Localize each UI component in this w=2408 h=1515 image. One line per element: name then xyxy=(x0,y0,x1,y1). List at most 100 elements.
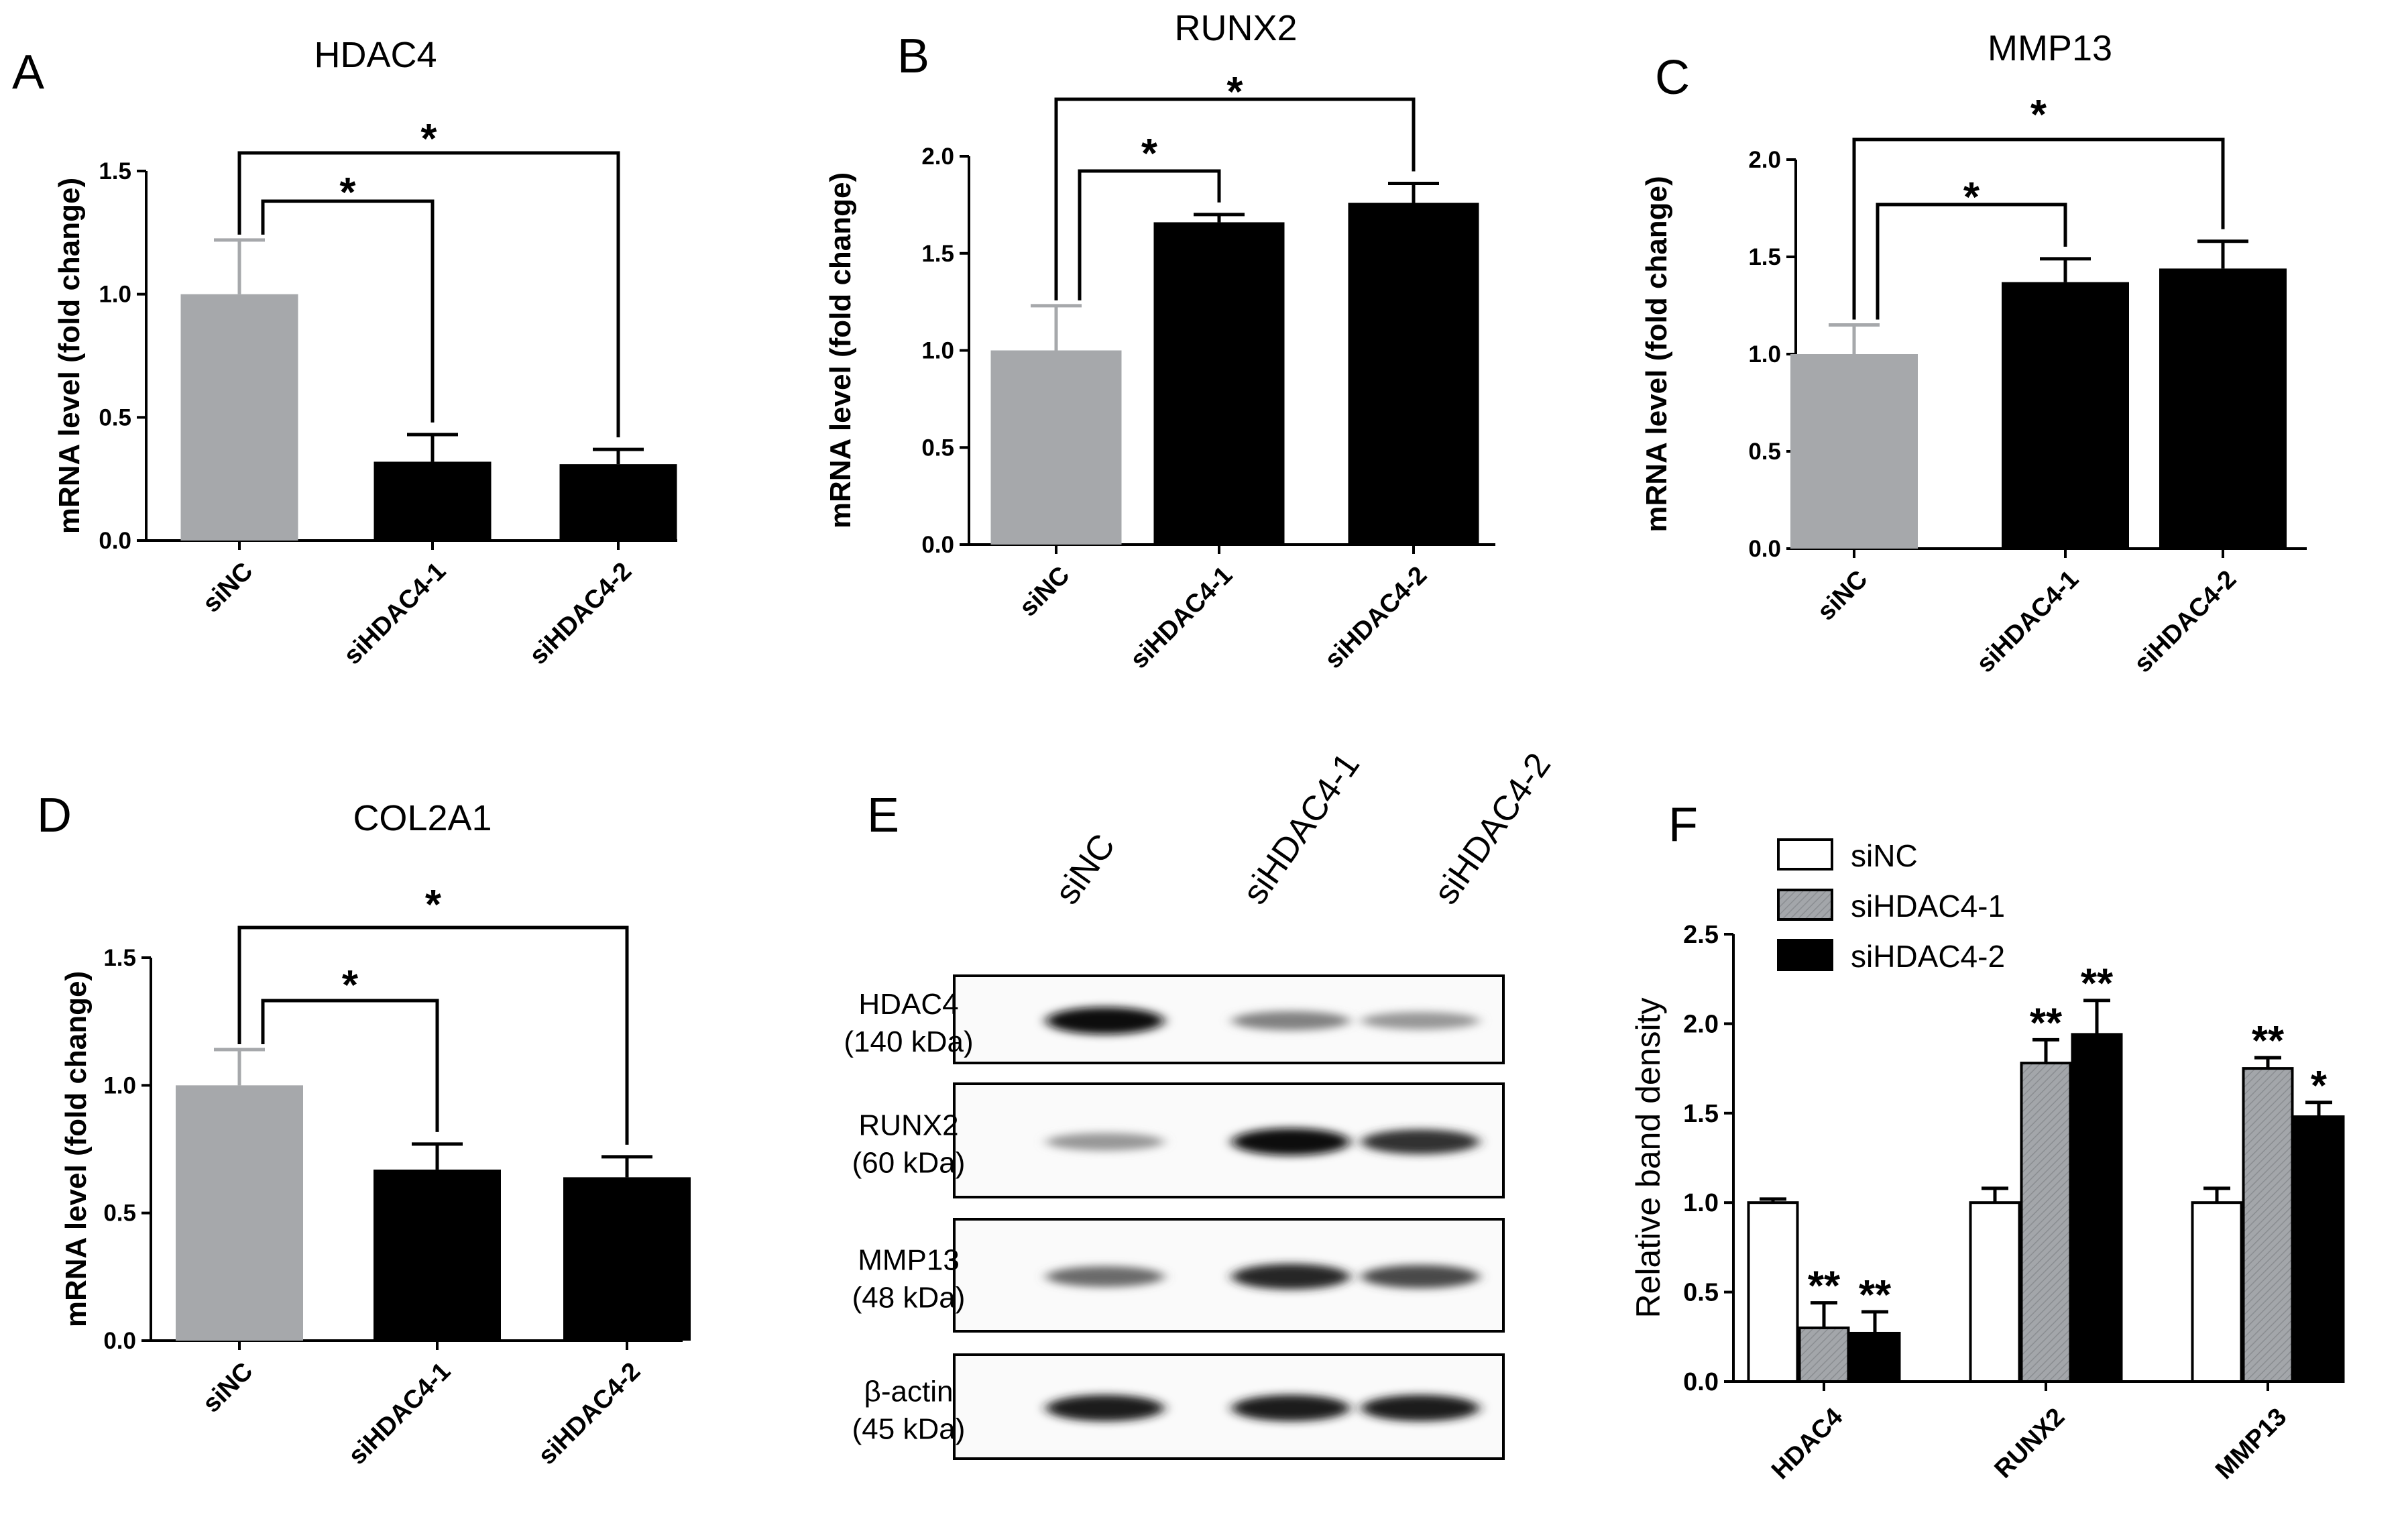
y-tick-label: 0.5 xyxy=(99,404,131,431)
y-axis-label: mRNA level (fold change) xyxy=(824,172,857,528)
significance-bracket xyxy=(237,151,620,438)
significance-label: ** xyxy=(2081,961,2114,1007)
bar xyxy=(1747,1201,1799,1383)
bar xyxy=(1798,1326,1850,1383)
bar xyxy=(180,294,298,541)
lane-label: siHDAC4-2 xyxy=(1426,746,1558,911)
y-tick-label: 0.0 xyxy=(99,528,131,554)
x-tick-label: siHDAC4-2 xyxy=(1320,561,1433,675)
blot-band xyxy=(1361,1011,1479,1030)
x-tick-label: RUNX2 xyxy=(1990,1403,2071,1484)
y-tick-label: 2.0 xyxy=(1683,1010,1719,1038)
significance-label: ** xyxy=(2030,1000,2063,1046)
y-tick-label: 1.0 xyxy=(103,1072,136,1099)
significance-bracket xyxy=(237,925,629,1145)
chart-c: C MMP13 mRNA level (fold change) 0.0 0.5 1.0… xyxy=(1640,28,2307,678)
chart-b: B RUNX2 mRNA level (fold change) 0.0 0.5 1.0… xyxy=(824,8,1495,674)
bar xyxy=(2002,282,2129,549)
y-tick-label: 0.5 xyxy=(103,1200,136,1227)
significance-bracket xyxy=(1876,203,2067,320)
panel-label-e: E xyxy=(867,789,899,842)
significance-star: * xyxy=(342,962,359,1009)
protein-name: RUNX2 xyxy=(858,1109,958,1142)
y-tick-label: 0.0 xyxy=(1683,1368,1719,1396)
bar xyxy=(1153,222,1285,545)
x-tick-label: siNC xyxy=(1812,565,1873,626)
significance-label: ** xyxy=(1859,1272,1892,1318)
bar xyxy=(2191,1201,2243,1383)
x-tick-label: siHDAC4-2 xyxy=(524,557,638,671)
y-tick-label: 2.0 xyxy=(1748,147,1781,173)
significance-star: * xyxy=(1963,174,1980,221)
blot-band xyxy=(1232,1128,1350,1156)
significance-star: * xyxy=(425,882,442,928)
panel-label-f: F xyxy=(1668,798,1698,852)
x-tick-label: siNC xyxy=(1014,561,1075,622)
y-tick-label: 0.5 xyxy=(1683,1279,1719,1307)
panel-label-b: B xyxy=(897,30,929,83)
protein-name: MMP13 xyxy=(858,1244,960,1277)
significance-label: ** xyxy=(2252,1018,2285,1064)
y-tick-label: 1.0 xyxy=(1748,341,1781,368)
panel-label-c: C xyxy=(1655,51,1690,105)
x-tick-label: MMP13 xyxy=(2210,1403,2292,1485)
bar xyxy=(1849,1331,1901,1383)
x-tick-label: siHDAC4-1 xyxy=(339,557,452,671)
bar xyxy=(1790,354,1918,549)
blot-band xyxy=(1361,1265,1479,1288)
y-tick-label: 1.5 xyxy=(1748,244,1781,270)
legend-swatch xyxy=(1777,838,1833,871)
blot-band xyxy=(1361,1129,1479,1155)
chart-a: A HDAC4 mRNA level (fold change) 0.0 0.5 1.0… xyxy=(12,35,677,670)
y-tick-label: 0.5 xyxy=(1748,439,1781,465)
x-tick-label: siHDAC4-2 xyxy=(533,1357,646,1471)
bar xyxy=(2293,1115,2345,1383)
y-tick-label: 1.0 xyxy=(1683,1189,1719,1217)
bar xyxy=(2242,1067,2294,1383)
protein-size: (140 kDa) xyxy=(844,1025,973,1058)
legend-label: siHDAC4-1 xyxy=(1851,889,2005,923)
x-tick-label: HDAC4 xyxy=(1766,1403,1848,1485)
x-tick-label: siNC xyxy=(197,1357,258,1418)
x-tick-label: siNC xyxy=(197,557,258,618)
bar xyxy=(374,461,492,541)
y-axis-label: Relative band density xyxy=(1629,997,1667,1318)
significance-bracket xyxy=(261,999,439,1132)
blot-band xyxy=(1361,1394,1479,1422)
blot-band xyxy=(1232,1264,1350,1290)
bar xyxy=(559,464,677,541)
blot-band xyxy=(1046,1007,1164,1035)
lane-label: siHDAC4-1 xyxy=(1235,746,1367,911)
y-tick-label: 1.0 xyxy=(99,282,131,308)
x-tick-label: siHDAC4-1 xyxy=(1971,565,2085,679)
chart-d: D COL2A1 mRNA level (fold change) 0.0 0.5 1.… xyxy=(37,789,691,1470)
y-tick-label: 1.5 xyxy=(99,158,131,184)
protein-size: (48 kDa) xyxy=(852,1282,966,1314)
significance-star: * xyxy=(1141,131,1158,177)
significance-label: ** xyxy=(1808,1264,1841,1310)
y-tick-label: 1.0 xyxy=(921,338,954,364)
y-tick-label: 2.0 xyxy=(921,144,954,170)
blot-band xyxy=(1232,1394,1350,1422)
blot-band xyxy=(1046,1394,1164,1422)
y-tick-label: 1.5 xyxy=(1683,1100,1719,1128)
chart-title: MMP13 xyxy=(1988,28,2112,68)
legend-swatch xyxy=(1777,889,1833,921)
y-tick-label: 1.5 xyxy=(921,241,954,267)
significance-star: * xyxy=(420,116,437,162)
y-tick-label: 1.5 xyxy=(103,945,136,971)
chart-title: RUNX2 xyxy=(1174,8,1297,48)
x-tick-label: siHDAC4-1 xyxy=(1125,561,1239,675)
y-tick-label: 0.0 xyxy=(103,1328,136,1354)
bar xyxy=(2071,1033,2123,1383)
panel-label-a: A xyxy=(12,46,44,99)
protein-name: HDAC4 xyxy=(858,988,958,1021)
bar xyxy=(2020,1062,2072,1383)
y-tick-label: 2.5 xyxy=(1683,921,1719,949)
significance-bracket xyxy=(1852,137,2225,320)
western-blot: E siNC siHDAC4-1 siHDAC4-2 HDAC4 (140 kDa) RU… xyxy=(844,746,1558,1460)
significance-star: * xyxy=(339,170,356,216)
blot-band xyxy=(1046,1266,1164,1288)
lane-label: siNC xyxy=(1047,827,1123,911)
blot-band xyxy=(1232,1011,1350,1031)
